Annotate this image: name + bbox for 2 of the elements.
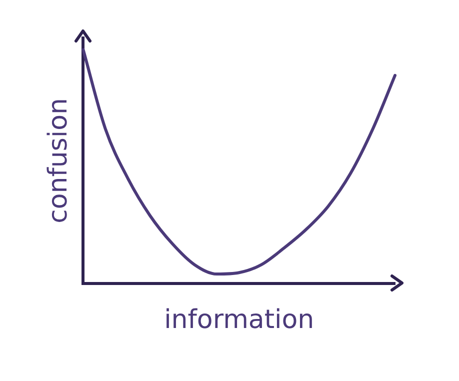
y-axis-title: confusion xyxy=(43,98,74,224)
x-axis-title: information xyxy=(164,305,314,336)
